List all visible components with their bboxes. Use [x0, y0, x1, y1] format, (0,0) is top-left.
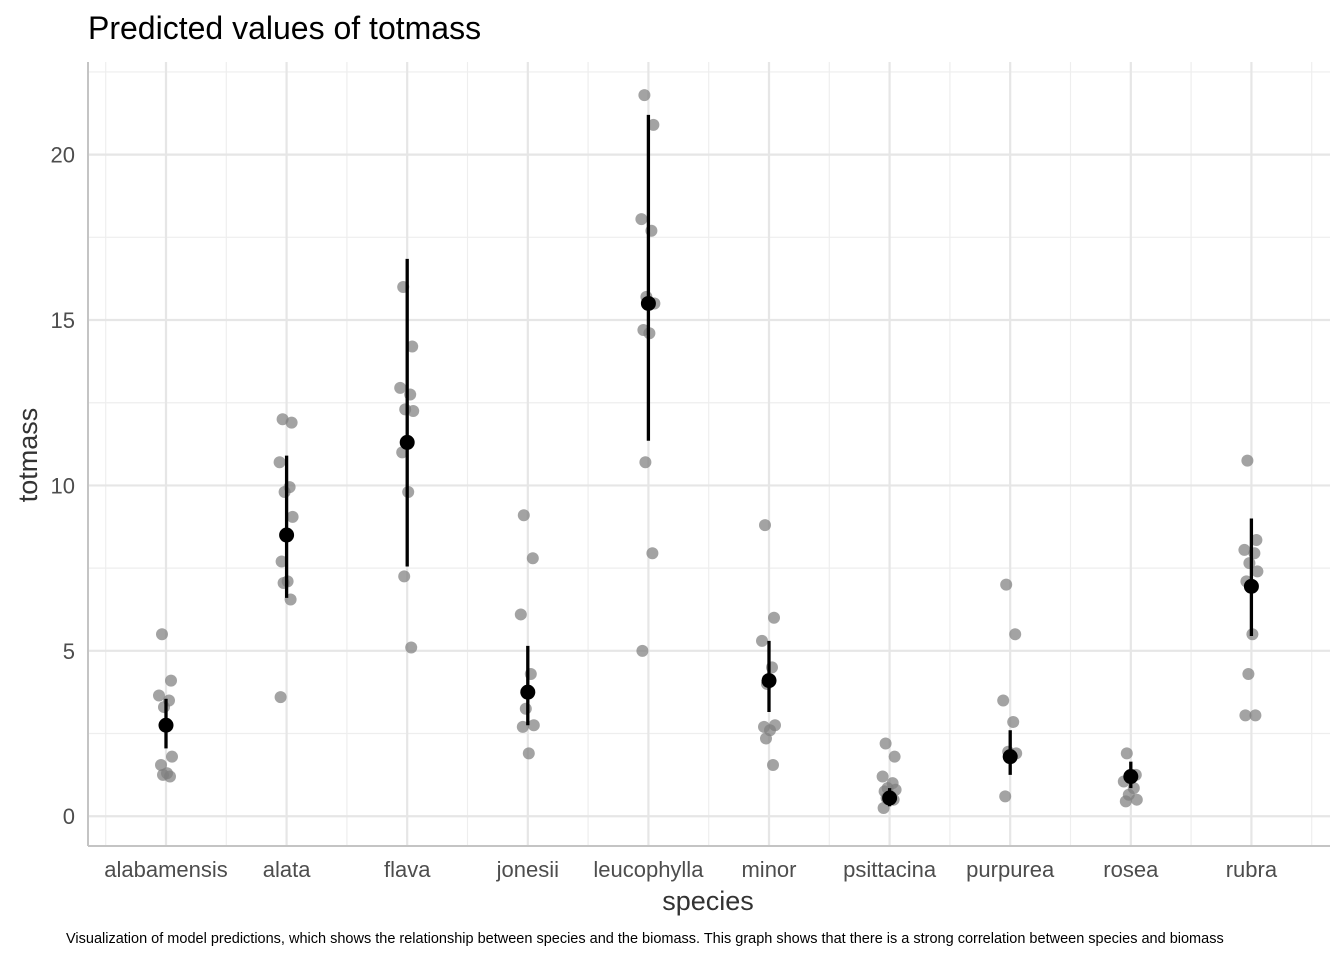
observation-point — [286, 510, 299, 523]
grid-lines — [88, 62, 1330, 846]
observation-point — [527, 719, 540, 732]
observation-point — [768, 611, 780, 624]
x-tick-label: leucophylla — [593, 857, 704, 882]
prediction-point — [761, 673, 777, 689]
observation-point — [759, 519, 771, 532]
observation-point — [760, 732, 772, 745]
observation-point — [879, 737, 892, 750]
x-axis-title: species — [662, 886, 754, 916]
observation-point — [638, 89, 651, 102]
observation-point — [158, 701, 170, 714]
observation-point — [276, 413, 289, 426]
observation-point — [636, 644, 649, 657]
observation-point — [997, 694, 1010, 707]
observation-point — [278, 486, 291, 499]
observation-point — [526, 552, 539, 565]
observation-point — [273, 456, 286, 469]
observation-point — [514, 608, 527, 621]
observation-point — [519, 702, 532, 715]
observation-point — [517, 509, 530, 522]
prediction-point — [520, 684, 536, 700]
observation-point — [407, 404, 420, 417]
y-tick-labels: 0 5 10 15 20 — [51, 143, 75, 830]
prediction-point — [882, 790, 898, 806]
observation-point — [164, 770, 176, 783]
observation-point — [153, 689, 165, 702]
observation-point — [516, 720, 529, 733]
observation-point — [406, 340, 419, 353]
observation-point — [1119, 795, 1132, 808]
observation-point — [1238, 543, 1251, 556]
observation-point — [394, 381, 407, 394]
observation-point — [1250, 534, 1263, 547]
x-tick-label: alabamensis — [104, 857, 228, 882]
observation-point — [767, 758, 779, 771]
confidence-intervals — [164, 114, 1254, 807]
y-tick-label: 15 — [51, 308, 75, 333]
observation-point — [1130, 793, 1143, 806]
x-tick-labels: alabamensis alata flava jonesii leucophylla m… — [104, 857, 1278, 882]
observation-point — [647, 118, 660, 131]
observation-point — [888, 750, 901, 763]
observation-point — [999, 790, 1012, 803]
observation-point — [639, 456, 652, 469]
y-tick-label: 20 — [51, 143, 75, 168]
x-tick-label: rosea — [1103, 857, 1159, 882]
observation-point — [522, 747, 535, 760]
chart-title: Predicted values of totmass — [88, 10, 481, 46]
y-tick-label: 10 — [51, 473, 75, 498]
observation-point — [1242, 667, 1255, 680]
x-tick-label: jonesii — [496, 857, 559, 882]
x-tick-label: rubra — [1226, 857, 1278, 882]
observation-point — [1009, 628, 1022, 641]
observation-point — [155, 758, 167, 771]
prediction-point — [1123, 769, 1139, 785]
prediction-point — [640, 295, 656, 311]
x-tick-label: minor — [741, 857, 796, 882]
axes — [87, 62, 1330, 847]
observation-point — [1239, 709, 1252, 722]
observation-point — [156, 628, 168, 641]
chart-caption: Visualization of model predictions, whic… — [66, 931, 1224, 947]
prediction-point — [279, 527, 295, 543]
observation-point — [1007, 715, 1020, 728]
observation-point — [635, 213, 648, 226]
observation-point — [398, 570, 411, 583]
observation-point — [1120, 747, 1133, 760]
y-axis-title: totmass — [13, 408, 43, 503]
prediction-points — [158, 295, 1259, 806]
observation-point — [1251, 565, 1264, 578]
observation-point — [405, 641, 418, 654]
observation-point — [275, 555, 288, 568]
prediction-point — [1002, 749, 1018, 765]
prediction-point — [1243, 578, 1259, 594]
observation-point — [876, 770, 889, 783]
prediction-point — [158, 717, 174, 733]
observation-point — [1000, 578, 1013, 591]
y-tick-label: 0 — [63, 804, 75, 829]
y-tick-label: 5 — [63, 639, 75, 664]
x-tick-label: alata — [263, 857, 311, 882]
observation-point — [877, 801, 890, 814]
x-tick-label: psittacina — [843, 857, 937, 882]
observation-point — [166, 750, 178, 763]
observation-point — [756, 634, 768, 647]
observation-point — [646, 547, 659, 560]
x-tick-label: purpurea — [966, 857, 1055, 882]
observation-point — [1249, 709, 1262, 722]
observation-point — [274, 691, 287, 704]
observation-point — [1241, 454, 1254, 467]
prediction-point — [399, 434, 415, 450]
observation-point — [285, 416, 298, 429]
x-tick-label: flava — [384, 857, 431, 882]
observation-point — [165, 674, 177, 687]
